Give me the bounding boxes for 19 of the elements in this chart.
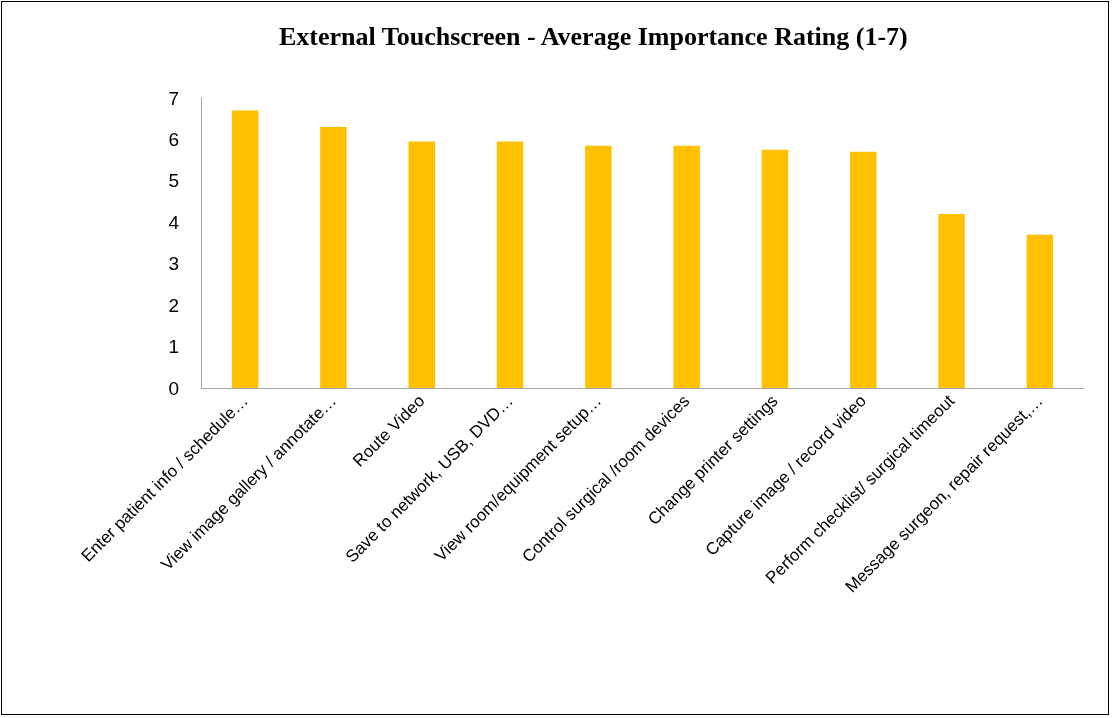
bar <box>938 214 965 388</box>
y-tick-label: 1 <box>168 336 179 358</box>
bar <box>320 127 347 388</box>
bar <box>673 145 700 388</box>
bar <box>761 149 789 388</box>
y-tick-label: 4 <box>168 211 180 233</box>
bar <box>496 141 524 388</box>
bar <box>585 145 612 388</box>
y-tick-label: 6 <box>168 128 179 150</box>
y-tick-label: 7 <box>168 87 179 109</box>
y-tick-label: 2 <box>168 294 179 316</box>
bar <box>850 151 877 388</box>
bar <box>408 141 435 388</box>
bar <box>231 110 259 388</box>
y-tick-label: 5 <box>168 170 179 192</box>
chart-title: External Touchscreen - Average Importance Rating (1-7) <box>279 21 908 51</box>
y-tick-label: 0 <box>168 377 179 399</box>
bar <box>1026 234 1054 388</box>
y-tick-label: 3 <box>168 253 179 275</box>
